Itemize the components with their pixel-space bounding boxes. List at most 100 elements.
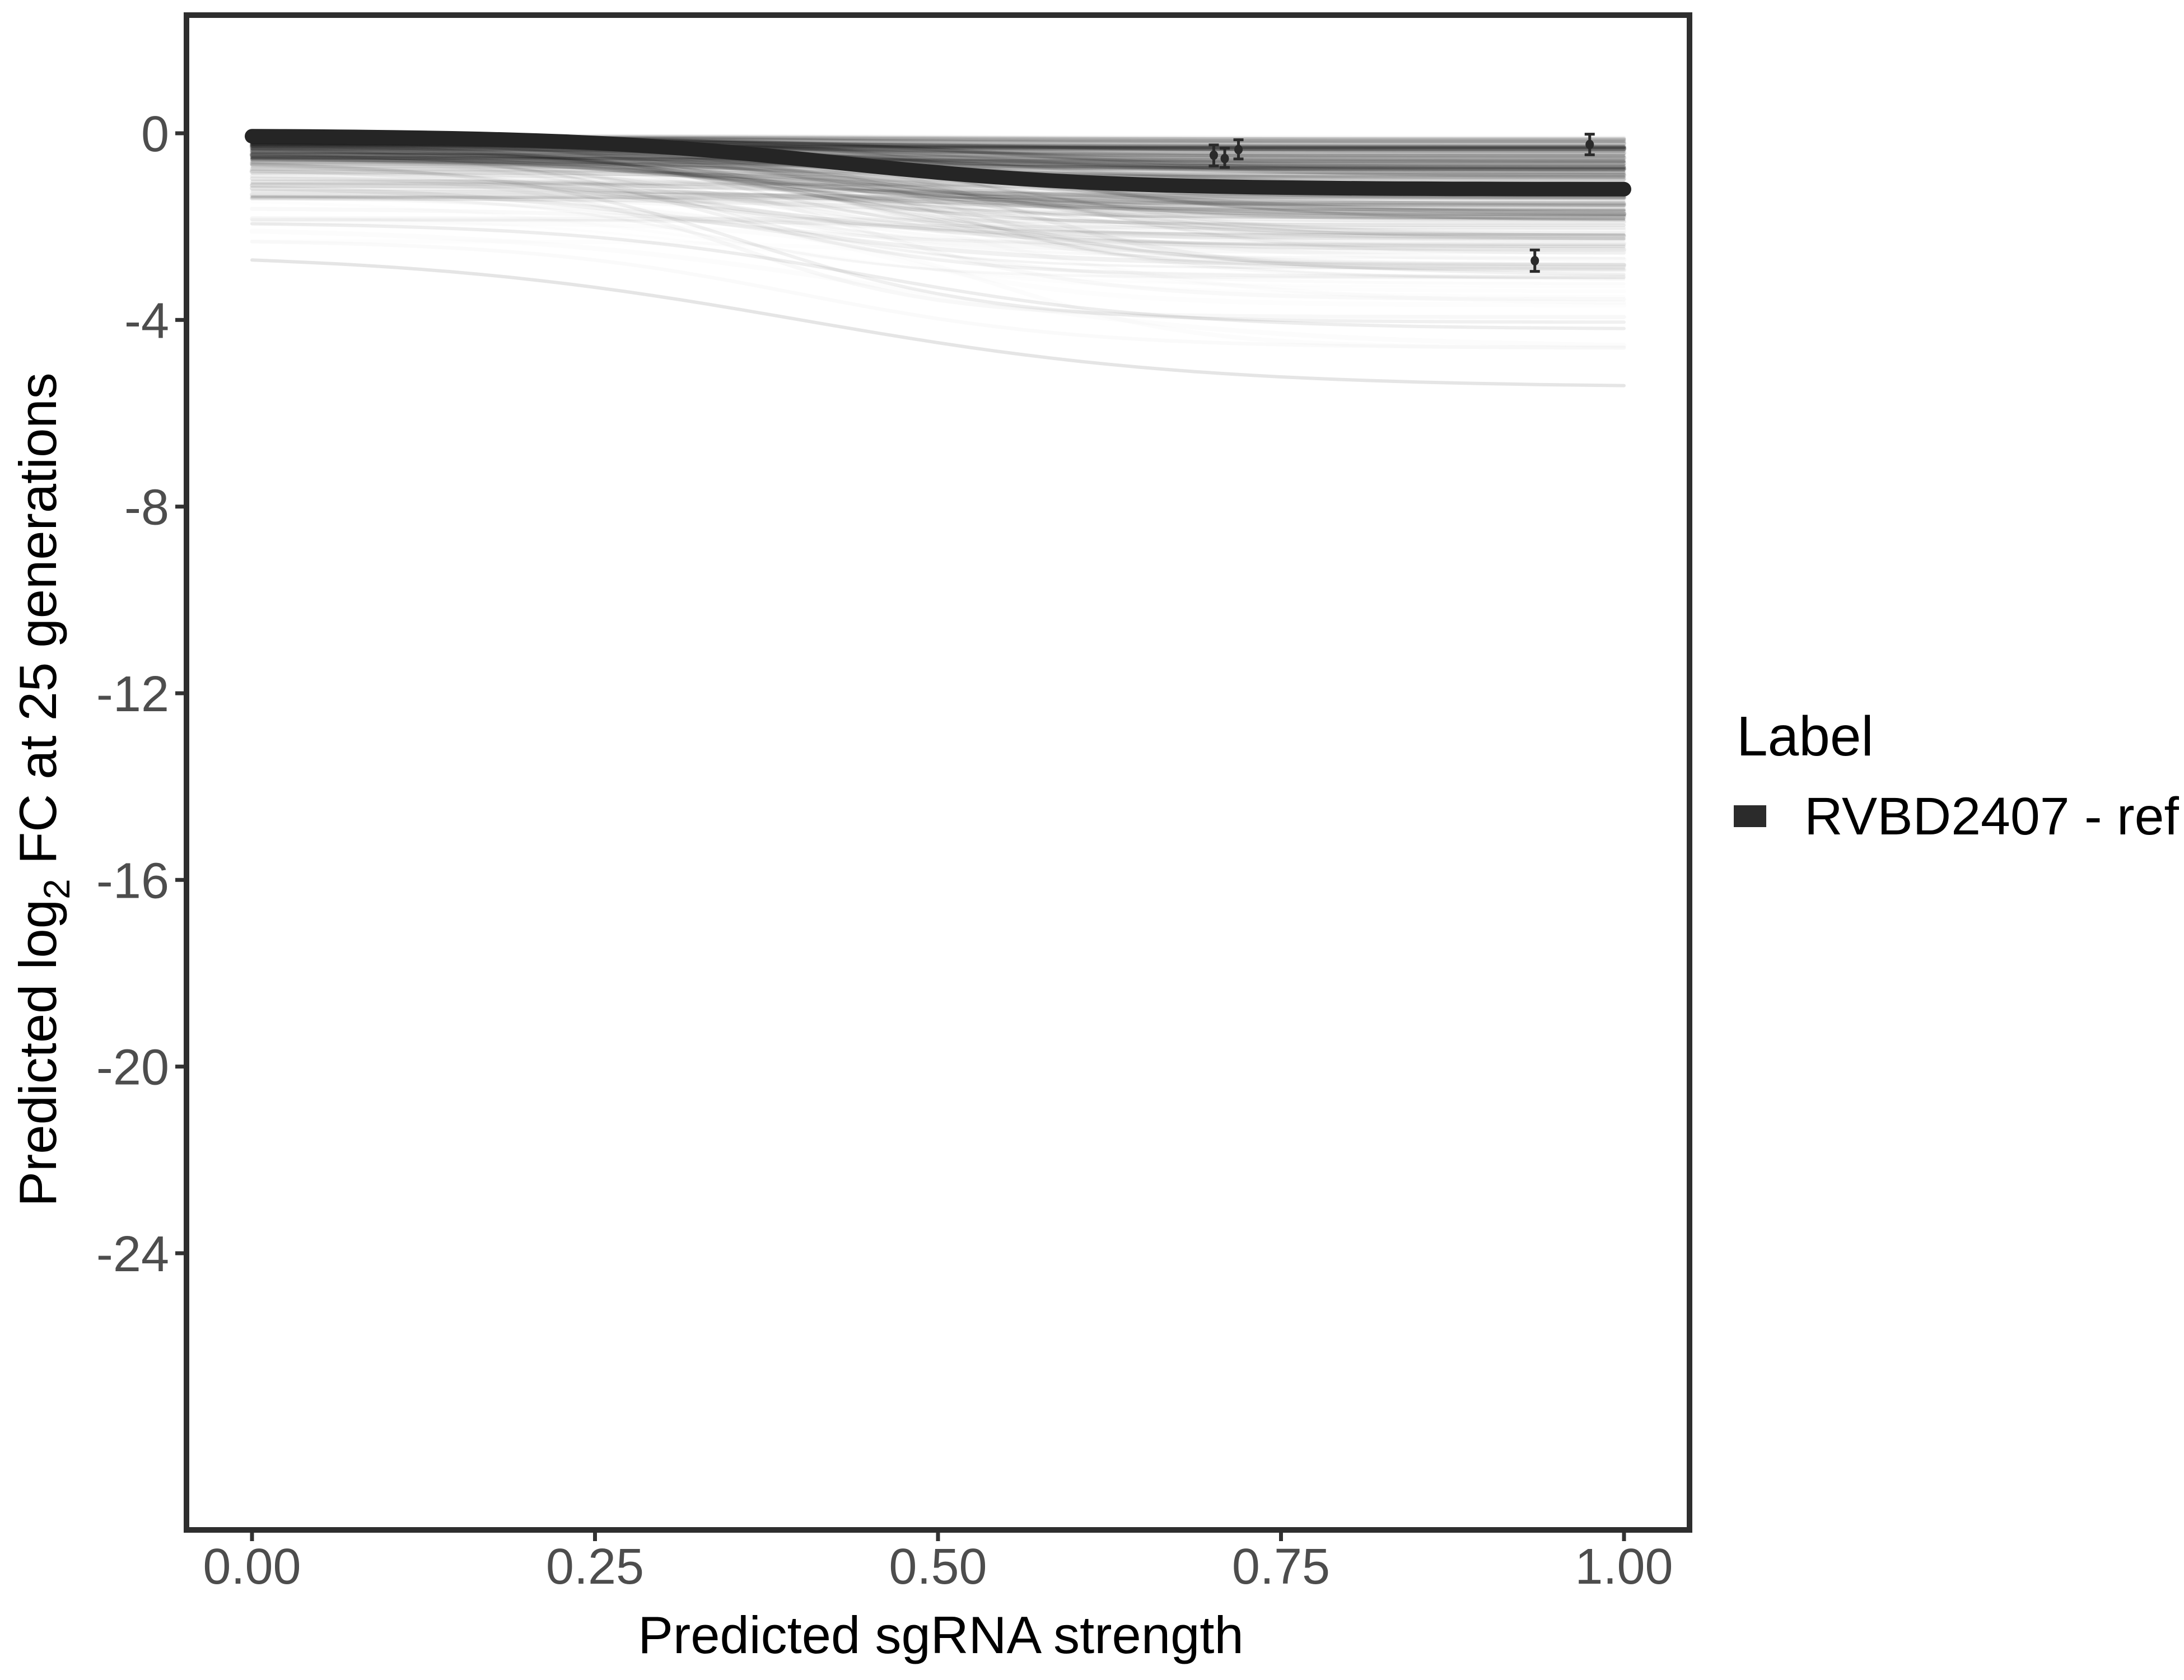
ensemble-curve: [250, 151, 1626, 272]
ensemble-curve: [250, 148, 1626, 170]
y-tick-label: -12: [96, 666, 169, 722]
y-tick-label: -16: [96, 853, 169, 909]
ensemble-curve: [250, 176, 1626, 199]
ensemble-curve: [250, 156, 1626, 200]
ensemble-curve: [250, 156, 1626, 164]
ensemble-curve: [250, 147, 1626, 157]
ensemble-curve: [250, 149, 1626, 173]
error-point: [1584, 133, 1595, 156]
ensemble-curve: [250, 146, 1626, 162]
ensemble-curve: [249, 152, 1627, 200]
ensemble-curve: [250, 148, 1626, 156]
ensemble-curve: [251, 190, 1625, 203]
ensemble-curve: [249, 139, 1627, 217]
y-tick-label: -8: [124, 480, 169, 536]
point-marker: [1585, 139, 1594, 150]
y-axis-title-pre: Predicted log: [8, 899, 67, 1207]
ensemble-curve: [250, 155, 1626, 248]
ensemble-curve: [250, 157, 1626, 249]
ensemble-curve: [250, 258, 1626, 388]
ensemble-curve: [250, 146, 1626, 220]
y-axis-title: Predicted log2 FC at 25 generations: [8, 372, 77, 1206]
y-axis-title-subscript: 2: [36, 879, 77, 899]
reference-curve-path: [245, 129, 1631, 197]
ensemble-curve: [249, 152, 1627, 181]
legend-key-swatch: [1734, 805, 1766, 827]
point-marker: [1209, 150, 1218, 160]
ensemble-curve: [250, 161, 1626, 239]
ensemble-curve: [250, 157, 1626, 166]
ensemble-curve: [250, 151, 1626, 176]
ensemble-curve: [251, 196, 1625, 207]
x-tick-label: 0.00: [203, 1539, 301, 1595]
x-axis-title: Predicted sgRNA strength: [638, 1606, 1244, 1664]
ensemble-curve: [250, 156, 1626, 164]
ensemble-curve: [250, 157, 1626, 167]
ensemble-curve: [250, 151, 1626, 156]
ensemble-curve: [250, 152, 1626, 172]
error-point: [1208, 143, 1219, 167]
x-axis: 0.00 0.25 0.50 0.75 1.00: [203, 1533, 1673, 1595]
point-marker: [1530, 255, 1539, 265]
error-point: [1233, 138, 1244, 161]
legend-entry-label: RVBD2407 - ref: [1804, 787, 2179, 846]
x-tick-label: 1.00: [1575, 1539, 1673, 1595]
ensemble-curve: [250, 183, 1626, 206]
x-tick-label: 0.75: [1232, 1539, 1330, 1595]
y-tick-label: -24: [96, 1226, 169, 1282]
ensemble-curve: [250, 146, 1626, 159]
ensemble-curve: [250, 142, 1626, 237]
ensemble-curve: [250, 144, 1626, 276]
ensemble-curve: [249, 162, 1627, 252]
ensemble-curve: [250, 192, 1626, 200]
ensemble-curve: [250, 147, 1626, 203]
error-point: [1220, 147, 1230, 169]
legend: Label RVBD2407 - ref: [1734, 705, 2179, 846]
ensemble-curve: [249, 152, 1627, 161]
ensemble-curve: [250, 144, 1626, 170]
ensemble-curve: [250, 142, 1626, 206]
ensemble-curve: [250, 169, 1626, 241]
ensemble-curve: [250, 145, 1626, 212]
plot-panel-border: [184, 12, 1692, 1533]
ensemble-curve: [250, 186, 1626, 223]
ensemble-curve: [250, 153, 1626, 171]
ensemble-curve: [250, 144, 1626, 152]
ensemble-curve: [249, 185, 1627, 268]
ensemble-curve: [250, 222, 1626, 330]
ensemble-curve: [250, 148, 1626, 156]
y-tick-label: -4: [124, 293, 169, 349]
ensemble-curve: [249, 169, 1627, 217]
ensemble-curve: [251, 151, 1625, 158]
ensemble-curve: [250, 157, 1626, 212]
ensemble-curve: [250, 150, 1626, 160]
ensemble-curve: [250, 162, 1626, 324]
point-marker: [1220, 153, 1229, 164]
ensemble-curve: [250, 154, 1626, 208]
error-point: [1529, 248, 1540, 273]
ensemble-curve: [250, 150, 1626, 237]
ensemble-curve: [250, 166, 1626, 240]
ensemble-curve: [250, 149, 1626, 227]
ensemble-curve: [250, 140, 1626, 220]
y-tick-label: 0: [141, 106, 169, 162]
ensemble-curve: [250, 159, 1626, 238]
ensemble-curve: [250, 153, 1626, 270]
ensemble-curve: [250, 148, 1626, 212]
legend-title: Label: [1737, 705, 1874, 768]
ensemble-curve: [249, 144, 1627, 156]
ensemble-curve: [250, 152, 1626, 161]
ensemble-curve: [250, 161, 1626, 167]
y-tick-label: -20: [96, 1040, 169, 1096]
x-tick-label: 0.50: [889, 1539, 987, 1595]
ensemble-curve: [250, 157, 1626, 218]
reference-curve: [245, 129, 1631, 197]
ensemble-curve: [249, 183, 1627, 206]
x-tick-label: 0.25: [546, 1539, 644, 1595]
ensemble-curve: [250, 152, 1626, 212]
ensemble-curve: [249, 192, 1627, 199]
error-points: [1208, 133, 1595, 273]
ensemble-curve: [250, 195, 1626, 207]
